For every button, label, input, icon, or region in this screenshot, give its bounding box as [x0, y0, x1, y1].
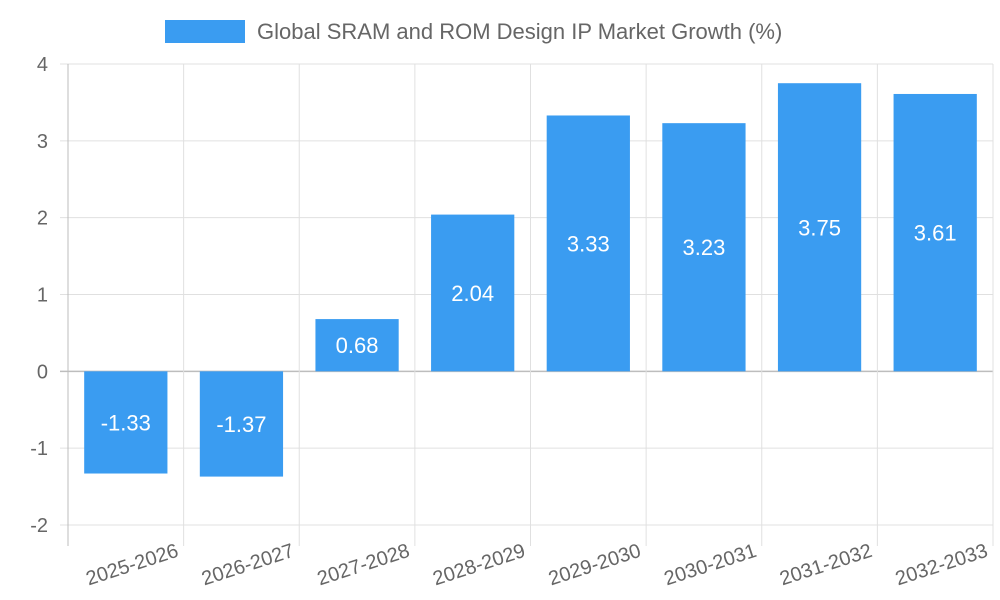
bar-data-label: 2.04: [451, 281, 494, 306]
bar[interactable]: [893, 93, 977, 372]
legend[interactable]: Global SRAM and ROM Design IP Market Gro…: [165, 19, 782, 44]
x-tick-label: 2025-2026: [83, 540, 181, 590]
bar-data-label: -1.33: [101, 410, 151, 435]
bar-data-label: 3.23: [683, 235, 726, 260]
bars: -1.33 -1.37 0.68 2.04 3.33 3.23 3.75 3.61: [84, 83, 977, 477]
legend-swatch: [165, 20, 245, 43]
bar-data-label: 0.68: [336, 333, 379, 358]
bar[interactable]: [431, 214, 515, 372]
y-tick-label: -2: [30, 515, 48, 537]
bar[interactable]: [84, 371, 168, 474]
bar[interactable]: [315, 319, 399, 372]
bar-data-label: 3.61: [914, 221, 957, 246]
bar[interactable]: [199, 371, 284, 477]
bar[interactable]: [662, 123, 746, 372]
legend-label: Global SRAM and ROM Design IP Market Gro…: [257, 19, 782, 44]
y-tick-label: 2: [37, 208, 48, 230]
y-tick-label: -1: [30, 438, 48, 460]
x-tick-label: 2028-2029: [430, 540, 528, 590]
y-tick-label: 0: [37, 361, 48, 383]
y-tick-label: 4: [37, 54, 48, 76]
x-tick-label: 2026-2027: [199, 540, 297, 590]
x-tick-label: 2032-2033: [893, 540, 991, 590]
bar[interactable]: [546, 115, 630, 372]
y-tick-label: 3: [37, 131, 48, 153]
x-tick-label: 2027-2028: [315, 540, 413, 590]
bar-data-label: 3.75: [798, 215, 841, 240]
x-tick-label: 2031-2032: [777, 540, 875, 590]
bar-data-label: 3.33: [567, 231, 610, 256]
bar[interactable]: [777, 83, 862, 372]
y-tick-label: 1: [37, 285, 48, 307]
bar-data-label: -1.37: [216, 412, 266, 437]
x-tick-label: 2030-2031: [662, 540, 760, 590]
x-tick-label: 2029-2030: [546, 540, 644, 590]
